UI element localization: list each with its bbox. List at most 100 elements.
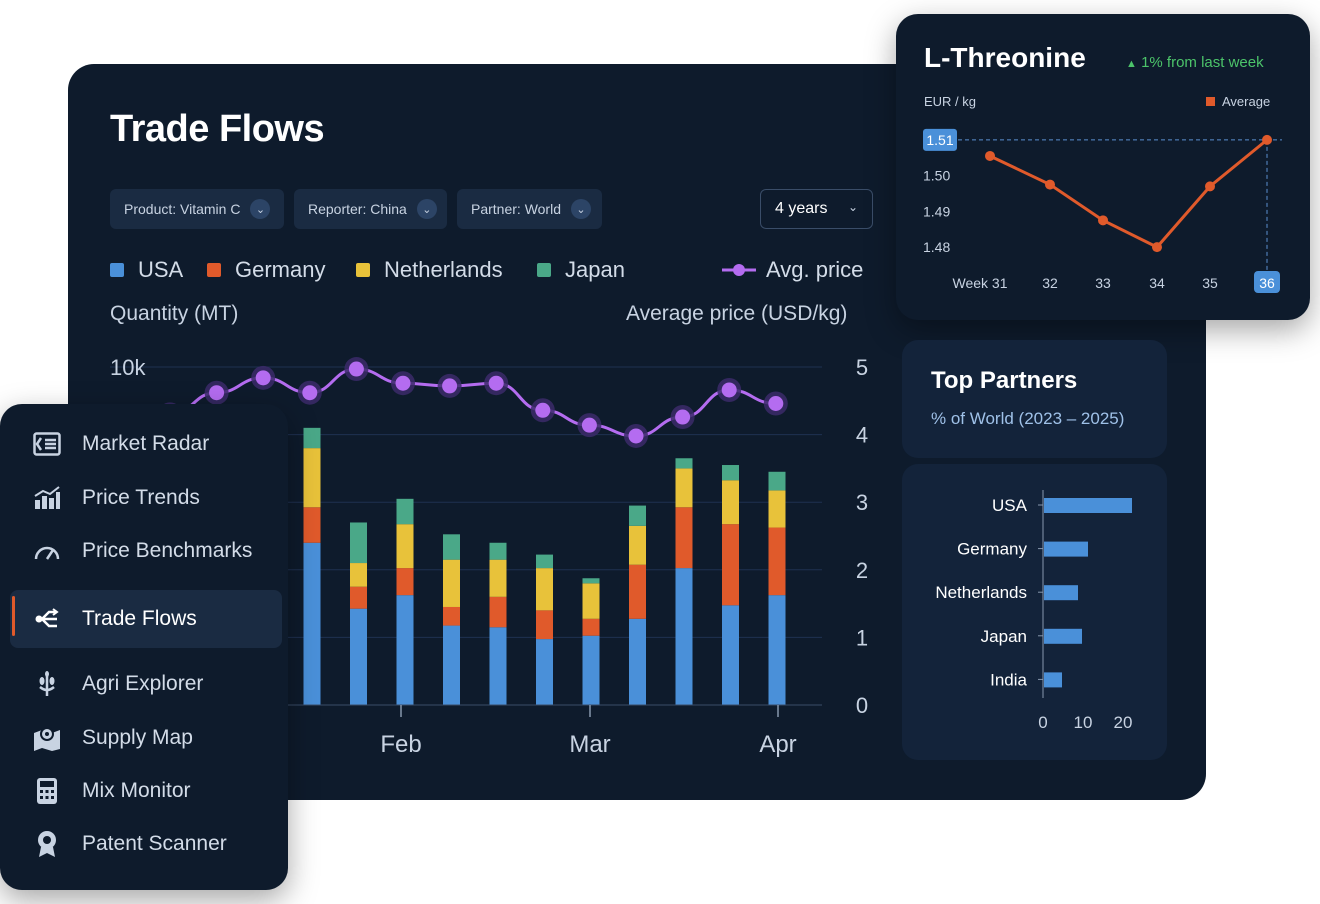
avg-price-point [395,375,411,391]
bar-segment [303,507,321,543]
sidebar-item-patent-scanner[interactable]: Patent Scanner [10,818,282,870]
time-range-select[interactable]: 4 years ⌄ [760,189,873,229]
time-range-value: 4 years [775,200,828,217]
bar-segment [350,586,367,609]
bar-segment [629,505,646,526]
bar-segment [350,608,367,705]
bar-segment [303,542,321,705]
bar-segment [396,524,414,569]
legend-label: Avg. price [766,257,864,282]
reporter-filter[interactable]: Reporter: China ⌄ [294,189,447,229]
sidebar-item-price-trends[interactable]: Price Trends [10,472,282,524]
y-right-tick-label: 3 [856,490,868,515]
bar-segment [675,458,693,469]
bar-segment [489,559,507,597]
page-title: Trade Flows [110,108,325,150]
sidebar-item-trade-flows[interactable]: Trade Flows [10,590,282,648]
bar-segment [582,578,600,584]
category-label: Netherlands [935,583,1027,602]
partner-bar [1044,672,1062,688]
sidebar-item-label: Supply Map [82,726,193,749]
partner-bar [1044,628,1082,644]
bar-segment [536,554,553,569]
avg-price-point [628,428,644,444]
legend-usa[interactable]: USA [110,256,183,284]
x-tick-label: 35 [1202,275,1218,291]
bar-segment [396,568,414,596]
bar-segment [489,596,507,628]
chevron-down-icon: ⌄ [571,199,591,219]
x-tick-label: 10 [1074,713,1093,732]
product-filter[interactable]: Product: Vitamin C ⌄ [110,189,284,229]
partner-filter[interactable]: Partner: World ⌄ [457,189,602,229]
sidebar-item-label: Agri Explorer [82,672,204,695]
l-threonine-card: L-Threonine ▲ 1% from last week EUR / kg… [896,14,1310,320]
x-tick-label: Feb [380,731,421,758]
sidebar: Market Radar Price Trends Price Benchmar… [0,404,288,890]
sidebar-item-agri-explorer[interactable]: Agri Explorer [10,658,282,710]
y-right-tick-label: 4 [856,423,868,448]
legend-swatch [1206,97,1215,106]
avg-price-point [442,378,458,394]
bar-segment [443,625,460,705]
change-text: 1% from last week [1141,54,1264,71]
average-line [989,138,1268,249]
x-tick-label: 36 [1259,275,1275,291]
average-point [1098,215,1108,226]
x-tick-label: 20 [1114,713,1133,732]
average-point [1262,134,1272,145]
reporter-filter-label: Reporter: China [308,201,407,217]
bar-segment [768,490,786,528]
x-tick-label: 33 [1095,275,1111,291]
x-tick-label: Apr [759,731,796,758]
bar-segment [536,610,553,640]
bar-segment [396,595,414,705]
x-tick-label: 0 [1038,713,1047,732]
avg-price-point [488,375,504,391]
market-radar-icon [32,429,62,459]
y-tick-label: 1.49 [923,203,950,219]
bar-segment [768,527,786,596]
sidebar-item-label: Mix Monitor [82,779,191,802]
sidebar-item-supply-map[interactable]: Supply Map [10,712,282,764]
sidebar-item-label: Price Trends [82,486,200,509]
y-tick-label: 1.50 [923,168,950,184]
x-tick-label: 32 [1042,275,1058,291]
legend-japan[interactable]: Japan [537,256,625,284]
bar-segment [722,524,739,606]
highlight-badge [923,128,957,151]
average-point [1205,181,1215,192]
legend-germany[interactable]: Germany [207,256,325,284]
sidebar-item-label: Trade Flows [82,607,197,630]
legend-swatch [356,263,370,277]
sidebar-item-mix-monitor[interactable]: Mix Monitor [10,765,282,817]
legend-avg-price[interactable]: Avg. price [722,256,863,284]
y-left-tick-label: 10k [110,355,146,380]
y-right-tick-label: 1 [856,625,868,650]
bar-segment [396,498,414,525]
bar-segment [536,639,553,705]
y-left-title: Quantity (MT) [110,302,239,325]
top-partners-subtitle: % of World (2023 – 2025) [931,409,1125,428]
bar-segment [489,627,507,705]
category-label: India [990,670,1027,689]
bar-segment [350,563,367,587]
bar-segment [443,559,460,607]
change-badge: ▲ 1% from last week [1126,54,1264,71]
x-tick-label: Week 31 [953,275,1008,291]
arrow-up-icon: ▲ [1126,58,1137,70]
avg-price-point [348,361,364,377]
wheat-icon [32,669,62,699]
avg-price-point [255,370,271,386]
top-partners-title: Top Partners [931,367,1078,394]
sidebar-item-market-radar[interactable]: Market Radar [10,418,282,470]
legend-label: Japan [565,257,625,282]
bar-segment [768,595,786,705]
bar-segment [675,568,693,705]
sidebar-item-price-benchmarks[interactable]: Price Benchmarks [10,525,282,577]
average-point [985,150,995,161]
bar-segment [629,525,646,565]
legend-netherlands[interactable]: Netherlands [356,256,503,284]
